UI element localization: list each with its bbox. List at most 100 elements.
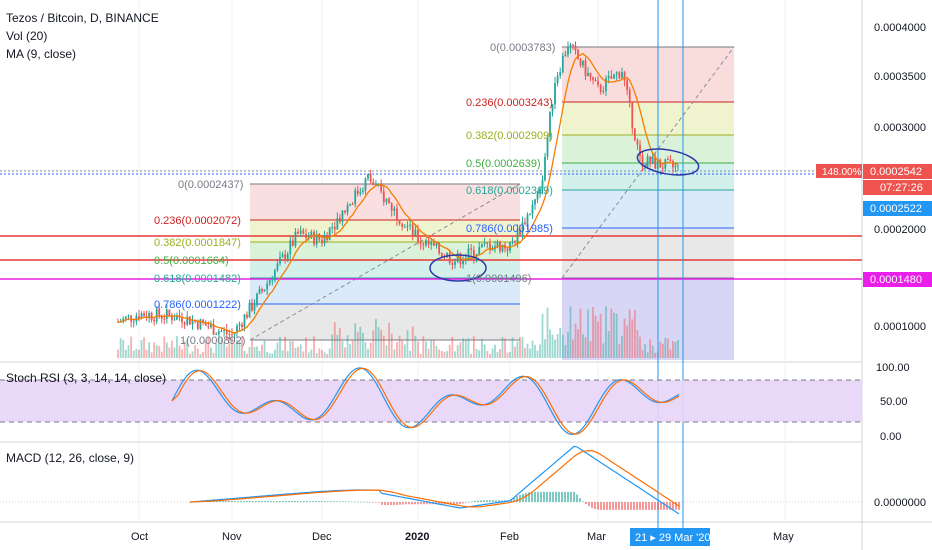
macd-hist-bar (387, 502, 389, 506)
candle (333, 221, 336, 236)
volume-bar (569, 306, 572, 358)
vol-indicator-label[interactable]: Vol (20) (6, 29, 47, 43)
volume-bar (217, 337, 220, 358)
volume-bar (248, 346, 251, 358)
macd-hist-bar (324, 501, 326, 502)
fib-right-label: 0.618(0.0002369) (466, 185, 553, 197)
stoch-tick: 0.00 (880, 431, 901, 443)
candle (238, 321, 241, 332)
candle (435, 242, 438, 249)
macd-hist-bar (531, 491, 533, 502)
macd-hist-bar (513, 497, 515, 502)
volume-bar (464, 340, 467, 358)
macd-hist-bar (246, 501, 248, 502)
stoch-axis[interactable]: 100.00 50.00 0.00 (876, 362, 910, 443)
fib-left-labels: 0(0.0002437) 0.236(0.0002072) 0.382(0.0001… (154, 179, 245, 347)
candle (597, 75, 599, 88)
volume-bar (338, 327, 341, 358)
date-range-tag[interactable]: 21 ▸ 29 Mar '20 (635, 532, 711, 544)
candle (354, 187, 357, 208)
macd-hist-bar (567, 491, 569, 502)
macd-indicator-label[interactable]: MACD (12, 26, close, 9) (6, 451, 134, 465)
volume-bar (328, 348, 331, 358)
volume-bar (623, 318, 626, 358)
volume-bar (382, 335, 385, 358)
price-axis[interactable]: 0.0004000 0.0003500 0.0003000 0.0002000 … (874, 22, 926, 333)
ellipse-annotation-right[interactable] (635, 145, 700, 179)
volume-bar (481, 338, 483, 358)
ellipse-annotation-left[interactable] (429, 254, 487, 282)
time-axis[interactable]: Oct Nov Dec 2020 Feb Mar May (131, 531, 794, 543)
candle (582, 60, 584, 69)
candle (153, 317, 156, 326)
candle (220, 328, 223, 333)
time-label: Mar (587, 531, 606, 543)
volume-bar (153, 342, 156, 358)
volume-bar (661, 343, 664, 358)
time-label: May (773, 531, 794, 543)
countdown-tag: 07:27:26 (880, 182, 923, 194)
macd-hist-bar (369, 501, 371, 503)
macd-hist-bar (468, 501, 470, 503)
volume-bar (188, 353, 191, 358)
candle (541, 175, 544, 195)
volume-bar (124, 349, 127, 358)
candle (615, 71, 618, 81)
macd-hist-bar (228, 501, 230, 502)
candle (173, 313, 176, 321)
volume-bar (443, 352, 446, 358)
macd-hist-bar (498, 500, 500, 502)
volume-bar (610, 308, 613, 358)
candle (549, 111, 551, 142)
candle (467, 243, 470, 260)
macd-hist-bar (408, 502, 410, 505)
candle (448, 249, 451, 266)
candle (654, 153, 657, 170)
candle (610, 70, 613, 79)
macd-hist-bar (534, 491, 536, 502)
volume-bar (514, 346, 516, 358)
macd-tick[interactable]: 0.0000000 (874, 497, 926, 509)
macd-hist-bar (618, 502, 620, 510)
macd-hist-bar (576, 494, 578, 502)
volume-bar (561, 334, 564, 358)
candle (481, 243, 483, 248)
volume-bar (261, 344, 263, 358)
volume-bar (506, 352, 509, 358)
candle (641, 151, 644, 172)
candle (155, 306, 158, 325)
volume-bar (210, 347, 212, 358)
candle (546, 134, 549, 160)
macd-hist-bar (273, 501, 275, 502)
candle (577, 48, 579, 60)
volume-bar (511, 337, 514, 358)
ma-indicator-label[interactable]: MA (9, close) (6, 47, 76, 61)
volume-bar (256, 346, 258, 358)
macd-hist-bar (630, 502, 632, 510)
candle (261, 287, 263, 294)
candle (551, 104, 554, 117)
volume-bar (374, 319, 377, 358)
candle (425, 238, 427, 248)
volume-bar (286, 351, 289, 358)
candle (349, 203, 352, 207)
volume-bar (672, 341, 674, 358)
macd-hist-bar (462, 502, 464, 504)
candle (199, 318, 202, 330)
candle (677, 164, 679, 171)
candle (390, 202, 393, 217)
volume-bar (432, 339, 435, 358)
volume-bar (289, 341, 292, 358)
volume-bar (646, 352, 649, 358)
macd-hist-bar (336, 501, 338, 502)
volume-bar (519, 337, 521, 358)
candle (273, 268, 276, 283)
level-tag-bg (863, 272, 932, 287)
macd-hist-bar (348, 501, 350, 503)
volume-bar (266, 352, 269, 358)
stoch-indicator-label[interactable]: Stoch RSI (3, 3, 14, 14, close) (6, 371, 166, 385)
volume-bar (390, 333, 393, 358)
candle (636, 138, 639, 151)
macd-hist-bar (612, 502, 614, 510)
volume-bar (294, 347, 297, 358)
